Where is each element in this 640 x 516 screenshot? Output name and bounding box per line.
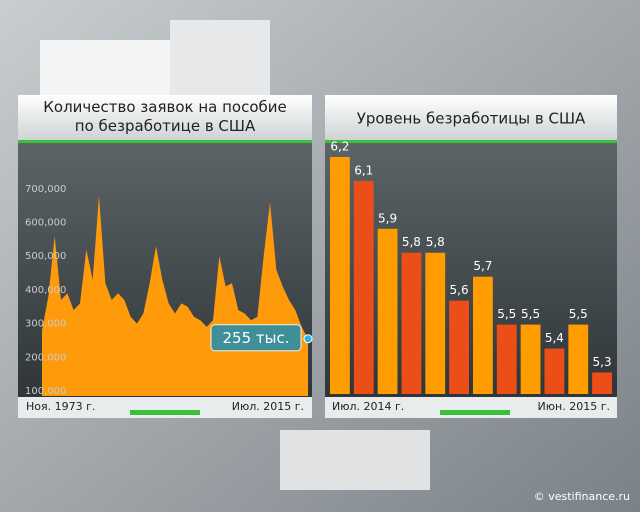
x-tick-label: Июн. 2015 г. [538,400,610,413]
y-tick-label: 300,000 [25,319,66,330]
bar [353,180,374,394]
x-tick-label: Июл. 2014 г. [332,400,404,413]
accent [130,410,200,415]
end-marker [303,334,313,344]
value-label: 5,4 [545,331,564,345]
panel-header [18,95,312,140]
panel-header [325,95,617,140]
bar [377,228,398,394]
y-tick-label: 700,000 [25,184,66,195]
bar [520,324,541,394]
value-label: 6,1 [354,163,373,177]
accent [440,410,510,415]
value-label: 5,9 [378,211,397,225]
bar [401,252,422,394]
y-tick-label: 500,000 [25,251,66,262]
value-label: 5,7 [473,259,492,273]
bar [544,348,565,394]
bar [568,324,589,394]
bg-panel [170,20,270,95]
annotation-box [210,324,302,352]
value-label: 5,5 [497,307,516,321]
footer [325,397,617,418]
bar [496,324,517,394]
accent [325,140,617,143]
y-tick-label: 100,000 [25,386,66,397]
bar [425,252,446,394]
bar [592,372,612,394]
chart-title: Количество заявок на пособие по безработи… [43,98,286,135]
value-label: 5,3 [593,355,612,369]
bar [330,156,350,394]
annotation: 255 тыс. [223,329,290,347]
accent [18,140,312,143]
value-label: 5,8 [402,235,421,249]
value-label: 5,8 [426,235,445,249]
x-tick-label: Июл. 2015 г. [232,400,304,413]
y-tick-label: 200,000 [25,352,66,363]
value-label: 5,6 [450,283,469,297]
value-label: 6,2 [330,139,349,153]
value-label: 5,5 [569,307,588,321]
x-tick-label: Ноя. 1973 г. [26,400,95,413]
watermark: © vestifinance.ru [534,490,630,503]
bar [473,276,493,394]
bar [449,300,469,394]
chart-title: Уровень безработицы в США [357,110,586,128]
y-tick-label: 400,000 [25,285,66,296]
bg-panel [280,430,430,490]
footer [18,397,312,418]
value-label: 5,5 [521,307,540,321]
y-tick-label: 600,000 [25,217,66,228]
